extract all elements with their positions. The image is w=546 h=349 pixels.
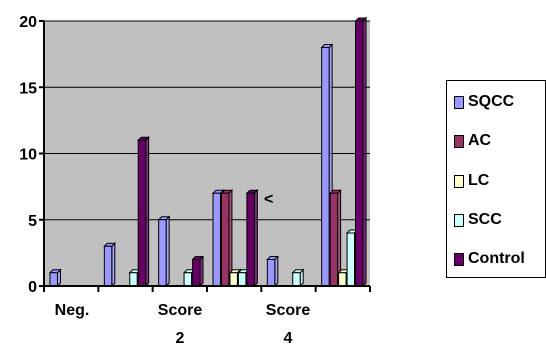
legend-label-ac: AC [468, 132, 492, 149]
bar-control-group-3 [191, 255, 205, 288]
bar-sqcc-group-1 [48, 268, 62, 288]
x-tick-label-score-4-line2: 4 [284, 330, 293, 347]
x-axis-ticks [43, 286, 371, 292]
legend-label-scc: SCC [468, 211, 502, 228]
y-tick-label-15: 15 [19, 80, 37, 97]
legend-swatch-control [454, 252, 464, 266]
bar-sqcc-group-3 [157, 215, 171, 288]
legend-label-lc: LC [468, 172, 490, 189]
y-tick-label-5: 5 [28, 213, 37, 230]
annotation-arrow: < [264, 191, 273, 208]
legend-label-sqcc: SQCC [468, 93, 515, 110]
legend-item-lc: LC [454, 171, 489, 191]
legend-swatch-lc [454, 174, 464, 188]
legend-swatch-scc [454, 213, 464, 227]
bars [48, 16, 368, 288]
bar-control-group-2 [136, 136, 150, 288]
legend-item-scc: SCC [454, 210, 502, 230]
bar-sqcc-group-5 [266, 255, 280, 288]
legend-swatch-ac [454, 134, 464, 148]
legend-item-ac: AC [454, 131, 491, 151]
y-tick-label-20: 20 [19, 14, 37, 31]
y-axis-ticks: 0 5 10 15 20 [19, 14, 44, 296]
legend-label-control: Control [468, 250, 525, 267]
x-tick-label-score-2-line1: Score [158, 302, 203, 319]
legend-item-control: Control [454, 249, 525, 269]
y-tick-label-0: 0 [28, 279, 37, 296]
bar-sqcc-group-2 [103, 242, 117, 288]
legend-swatch-sqcc [454, 95, 464, 109]
legend: SQCC AC LC SCC Control [446, 80, 546, 278]
gridlines [44, 20, 370, 221]
bar-control-group-4 [245, 189, 259, 288]
bar-scc-group-5 [291, 268, 305, 288]
x-tick-label-score-4-line1: Score [266, 302, 311, 319]
x-tick-label-neg: Neg. [55, 302, 90, 319]
bar-control-group-6 [354, 16, 368, 288]
x-tick-label-score-2-line2: 2 [176, 330, 185, 347]
y-tick-label-10: 10 [19, 147, 37, 164]
legend-item-sqcc: SQCC [454, 92, 514, 112]
